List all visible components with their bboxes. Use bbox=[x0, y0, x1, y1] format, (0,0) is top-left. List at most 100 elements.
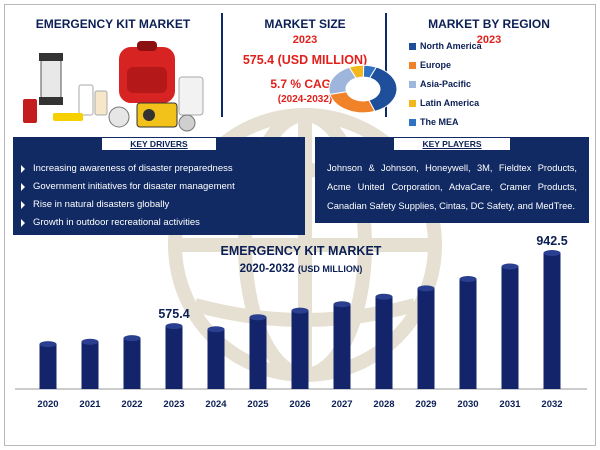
bar bbox=[333, 304, 351, 389]
market-size-value: 575.4 (USD MILLION) bbox=[242, 53, 368, 67]
bar bbox=[459, 278, 477, 389]
donut-slice bbox=[368, 66, 398, 112]
bar bbox=[81, 341, 99, 389]
legend-swatch bbox=[409, 61, 416, 69]
x-tick-label: 2026 bbox=[289, 399, 310, 410]
legend-label: Europe bbox=[420, 60, 452, 70]
bar-top bbox=[375, 293, 393, 300]
key-drivers-panel: KEY DRIVERS Increasing awareness of disa… bbox=[13, 137, 305, 235]
bar-top bbox=[39, 341, 57, 348]
market-size-title: MARKET SIZE bbox=[264, 17, 346, 31]
bar-group bbox=[249, 314, 267, 389]
driver-item: Growth in outdoor recreational activitie… bbox=[21, 217, 200, 228]
data-label: 575.4 bbox=[158, 307, 189, 321]
bar-group bbox=[207, 326, 225, 389]
x-tick-label: 2022 bbox=[121, 399, 142, 410]
driver-item: Government initiatives for disaster mana… bbox=[21, 181, 235, 192]
bar bbox=[207, 329, 225, 389]
key-drivers-title: KEY DRIVERS bbox=[101, 137, 217, 151]
bar-top bbox=[207, 326, 225, 333]
region-donut-chart bbox=[328, 64, 398, 114]
legend-swatch bbox=[409, 80, 416, 88]
donut-slice bbox=[362, 64, 378, 79]
cagr-period: (2024-2032) bbox=[277, 94, 333, 105]
x-tick-label: 2024 bbox=[205, 399, 227, 410]
bar bbox=[165, 326, 183, 389]
bar-top bbox=[123, 335, 141, 342]
bullet-icon bbox=[21, 200, 25, 209]
x-tick-label: 2029 bbox=[415, 399, 436, 410]
bar-group bbox=[333, 301, 351, 389]
bar-top bbox=[417, 285, 435, 292]
driver-item: Rise in natural disasters globally bbox=[21, 199, 169, 210]
cagr-value: 5.7 % CAGR bbox=[270, 77, 340, 91]
divider-left bbox=[221, 13, 223, 117]
legend-label: North America bbox=[420, 41, 482, 51]
legend-item: Asia-Pacific bbox=[409, 79, 471, 89]
bar-top bbox=[543, 250, 561, 256]
x-tick-label: 2028 bbox=[373, 399, 394, 410]
bar-group bbox=[81, 338, 99, 389]
x-tick-label: 2030 bbox=[457, 399, 478, 410]
x-tick-label: 2025 bbox=[247, 399, 269, 410]
market-size-year: 2023 bbox=[292, 34, 318, 46]
bullet-icon bbox=[21, 164, 25, 173]
driver-text: Rise in natural disasters globally bbox=[33, 199, 170, 210]
driver-item: Increasing awareness of disaster prepare… bbox=[21, 163, 233, 174]
legend-label: The MEA bbox=[420, 117, 459, 127]
emergency-kit-illustration bbox=[23, 41, 204, 132]
x-tick-label: 2031 bbox=[499, 399, 521, 410]
legend-item: The MEA bbox=[409, 117, 459, 127]
bar bbox=[123, 338, 141, 389]
legend-swatch bbox=[409, 99, 416, 107]
bar bbox=[417, 288, 435, 389]
key-players-panel: KEY PLAYERS Johnson & Johnson, Honeywell… bbox=[315, 137, 589, 223]
data-label: 942.5 bbox=[536, 234, 567, 248]
x-tick-label: 2020 bbox=[37, 399, 58, 410]
legend-item: Latin America bbox=[409, 98, 479, 108]
legend-swatch bbox=[409, 118, 416, 126]
x-tick-label: 2023 bbox=[163, 399, 184, 410]
legend-item: Europe bbox=[409, 60, 451, 70]
bar-group bbox=[165, 323, 183, 389]
legend-label: Asia-Pacific bbox=[420, 79, 472, 89]
bar-top bbox=[501, 263, 519, 270]
bar-top bbox=[249, 314, 267, 321]
infographic: EMERGENCY KIT MARKET MARKET SIZE 2023 57… bbox=[4, 4, 596, 446]
bar bbox=[249, 317, 267, 389]
bar-group bbox=[543, 250, 561, 389]
driver-text: Growth in outdoor recreational activitie… bbox=[33, 217, 200, 228]
chart-subtitle: 2020-2032 (USD MILLION) bbox=[240, 263, 363, 275]
bar-top bbox=[165, 323, 183, 330]
bar-group bbox=[39, 341, 57, 389]
bar bbox=[291, 310, 309, 389]
region-title: MARKET BY REGION bbox=[428, 17, 550, 31]
market-bar-chart: EMERGENCY KIT MARKET 2020-2032 (USD MILLI… bbox=[15, 234, 587, 410]
driver-text: Increasing awareness of disaster prepare… bbox=[33, 163, 233, 174]
legend-item: North America bbox=[409, 41, 482, 51]
driver-text: Government initiatives for disaster mana… bbox=[33, 181, 235, 192]
bar-top bbox=[333, 301, 351, 308]
legend-label: Latin America bbox=[420, 98, 480, 108]
bar-group bbox=[417, 285, 435, 389]
divider-right bbox=[385, 13, 387, 117]
region-year: 2023 bbox=[476, 34, 502, 46]
chart-title: EMERGENCY KIT MARKET bbox=[221, 244, 382, 258]
x-tick-label: 2032 bbox=[541, 399, 562, 410]
x-tick-label: 2027 bbox=[331, 399, 352, 410]
bullet-icon bbox=[21, 182, 25, 191]
bar-top bbox=[459, 275, 477, 282]
key-players-title: KEY PLAYERS bbox=[393, 137, 511, 151]
key-players-text: Johnson & Johnson, Honeywell, 3M, Fieldt… bbox=[327, 163, 577, 211]
bar bbox=[375, 296, 393, 389]
bar-group bbox=[459, 275, 477, 389]
bar-group bbox=[375, 293, 393, 389]
page-title: EMERGENCY KIT MARKET bbox=[35, 17, 191, 31]
bar-top bbox=[291, 307, 309, 314]
legend-swatch bbox=[409, 42, 416, 50]
bar bbox=[39, 344, 57, 389]
bar-group bbox=[291, 307, 309, 389]
bar-group bbox=[123, 335, 141, 389]
bar-group bbox=[501, 263, 519, 389]
x-tick-label: 2021 bbox=[79, 399, 101, 410]
